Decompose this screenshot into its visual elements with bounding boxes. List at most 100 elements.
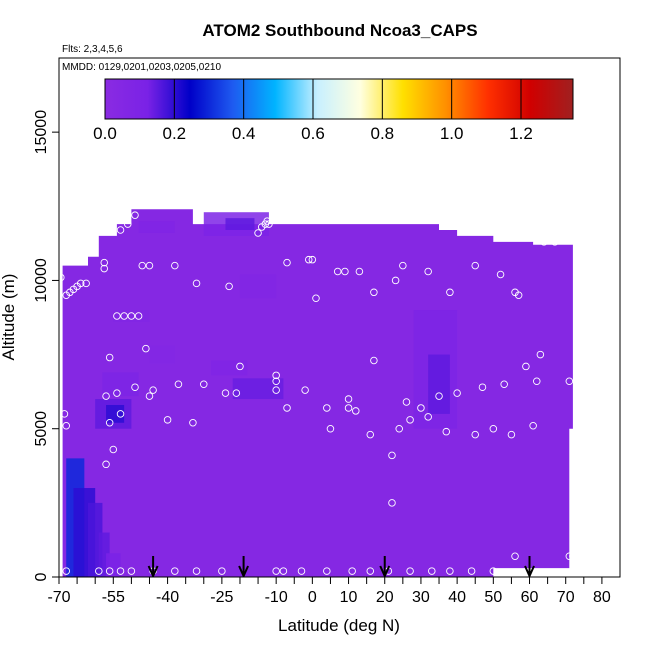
x-tick-label: -70 — [47, 589, 70, 606]
sample-point — [536, 350, 545, 359]
x-tick-label: 20 — [376, 589, 394, 606]
sample-point — [391, 276, 400, 285]
sample-point — [424, 413, 432, 421]
sample-point — [333, 267, 342, 276]
sample-point — [116, 410, 125, 418]
sample-point — [138, 261, 146, 270]
sample-point — [145, 392, 154, 400]
heatmap-cell — [138, 221, 175, 233]
flight-arrow — [379, 556, 391, 577]
sample-point — [105, 567, 114, 575]
x-tick-label: 70 — [557, 589, 575, 606]
sample-point — [134, 312, 143, 320]
x-tick-label: -55 — [102, 589, 125, 606]
sample-point — [127, 567, 136, 575]
colorbar-tick-label: 0.2 — [163, 124, 187, 143]
sample-point — [529, 421, 537, 430]
sample-point — [304, 255, 313, 264]
sample-point — [124, 220, 132, 228]
colorbar-tick-label: 0.4 — [232, 124, 256, 143]
chart-title: ATOM2 Southbound Ncoa3_CAPS — [202, 21, 477, 40]
heatmap-cell — [102, 372, 139, 397]
sample-point — [569, 552, 577, 560]
flight-arrows-layer — [147, 556, 535, 577]
sample-point — [471, 430, 479, 439]
sample-point — [272, 377, 280, 386]
sample-point — [145, 261, 154, 270]
y-tick-label: 15000 — [33, 110, 50, 155]
sample-point — [446, 567, 454, 575]
sample-point — [500, 380, 508, 388]
sample-point — [279, 567, 288, 575]
sample-point — [100, 264, 108, 273]
y-axis: 0 5000 10000 15000 — [33, 110, 59, 581]
sample-point — [272, 567, 280, 575]
heatmap-cell — [106, 404, 125, 423]
sample-point — [189, 419, 197, 427]
x-tick-label: 60 — [521, 589, 539, 606]
x-tick-label: 30 — [412, 589, 430, 606]
sample-point — [236, 362, 244, 371]
sample-point — [113, 389, 121, 397]
sample-point — [323, 567, 331, 575]
colorbar-tick-label: 0.8 — [371, 124, 395, 143]
sample-point — [348, 567, 356, 575]
sample-point — [254, 229, 262, 237]
sample-point — [105, 353, 114, 362]
heatmap-cell — [239, 274, 277, 299]
sample-point — [95, 567, 103, 575]
sample-point — [522, 362, 530, 371]
heatmap-cell — [98, 532, 110, 577]
sample-point — [406, 567, 414, 575]
sample-point — [308, 255, 317, 264]
colorbar-gradient — [104, 78, 574, 120]
sample-point — [60, 410, 69, 418]
heatmap-cell — [232, 378, 284, 400]
sample-point — [326, 424, 335, 433]
sample-point — [62, 567, 70, 575]
heatmap-cell — [428, 354, 450, 414]
heatmap-cell — [113, 310, 150, 322]
colorbar-tick-label: 0.6 — [301, 124, 325, 143]
flight-arrow — [524, 556, 535, 577]
sample-point — [453, 389, 461, 397]
sample-point — [283, 258, 291, 267]
sample-point — [200, 380, 208, 388]
sample-point — [341, 267, 349, 276]
x-axis-title: Latitude (deg N) — [278, 616, 400, 635]
sample-point — [149, 386, 157, 394]
sample-point — [116, 226, 125, 234]
sample-point — [218, 567, 226, 575]
x-tick-label: -25 — [210, 589, 233, 606]
heatmap-cell — [211, 360, 248, 376]
x-tick-label: 40 — [448, 589, 466, 606]
colorbar-tick-label: 1.0 — [440, 124, 464, 143]
heatmap-cell — [225, 218, 255, 231]
sample-point — [366, 430, 375, 439]
sample-point — [366, 567, 375, 575]
sample-point — [297, 567, 306, 575]
sample-point — [174, 380, 183, 388]
sample-point — [301, 386, 309, 394]
sample-point — [442, 427, 451, 436]
sample-point — [272, 371, 280, 380]
x-tick-label: 50 — [484, 589, 502, 606]
sample-point — [551, 238, 559, 246]
sample-point — [471, 261, 479, 270]
sample-point — [424, 267, 432, 276]
sample-point — [131, 211, 139, 219]
heatmap-layer — [62, 209, 573, 577]
sample-point — [478, 383, 487, 391]
sample-point — [192, 279, 201, 288]
sample-point — [116, 567, 125, 575]
sample-point — [395, 424, 403, 433]
sample-point — [225, 282, 233, 291]
sample-point — [446, 288, 454, 297]
x-tick-label: -40 — [156, 589, 179, 606]
x-tick-label: 80 — [593, 589, 611, 606]
y-tick-label: 0 — [33, 572, 50, 581]
sample-point — [489, 567, 498, 575]
flight-arrow — [238, 556, 249, 577]
sample-point — [82, 279, 90, 288]
